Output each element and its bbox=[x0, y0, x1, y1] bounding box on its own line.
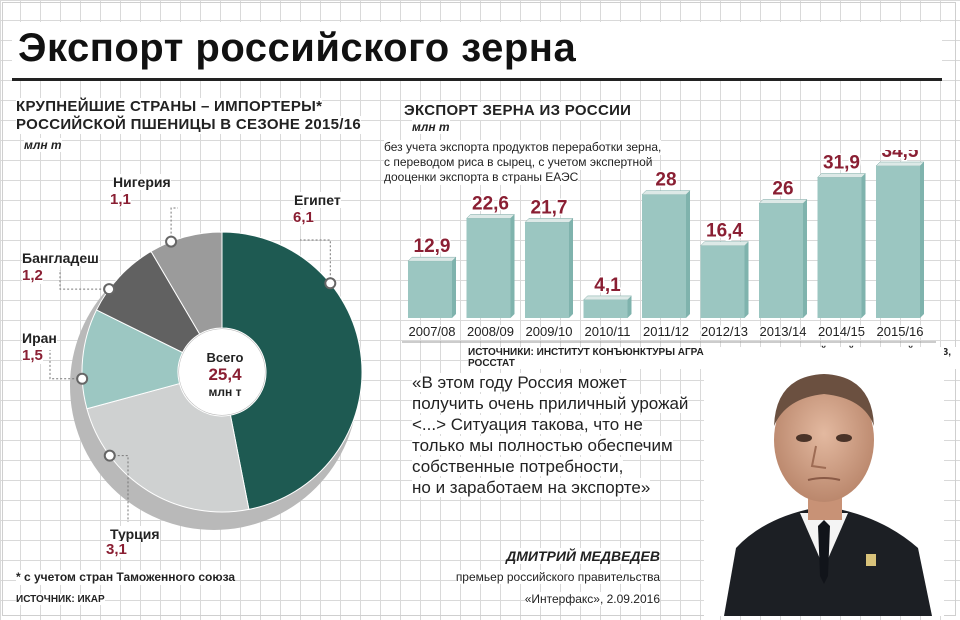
bar-category-label-1: 2008/09 bbox=[467, 324, 514, 339]
bar-value-label-5: 16,4 bbox=[706, 221, 743, 242]
quote-line3: <...> Ситуация такова, что не bbox=[412, 415, 643, 434]
value-iran: 1,5 bbox=[22, 347, 43, 364]
quote: «В этом году Россия может получить очень… bbox=[412, 372, 712, 498]
pie-title-line1: КРУПНЕЙШИЕ СТРАНЫ – ИМПОРТЕРЫ* bbox=[16, 98, 323, 116]
slice-marker-4 bbox=[165, 235, 178, 248]
bar-category-label-8: 2015/16 bbox=[877, 324, 924, 339]
bar-8 bbox=[876, 166, 920, 318]
bar-category-label-3: 2010/11 bbox=[584, 324, 630, 339]
slice-marker-2 bbox=[76, 372, 89, 385]
page-title: Экспорт российского зерна bbox=[18, 26, 577, 70]
bar-7 bbox=[817, 177, 862, 318]
bars-title: ЭКСПОРТ ЗЕРНА ИЗ РОССИИ bbox=[404, 102, 632, 120]
donut-hole bbox=[179, 329, 265, 415]
bar-2 bbox=[525, 222, 569, 318]
quote-author-role: премьер российского правительства bbox=[455, 570, 660, 584]
bar-5 bbox=[700, 245, 745, 318]
bars-unit: млн т bbox=[412, 120, 450, 134]
title-band bbox=[12, 22, 942, 81]
bar-category-label-4: 2011/12 bbox=[643, 324, 689, 339]
bar-category-label-5: 2012/13 bbox=[701, 324, 748, 339]
pie-footnote: * с учетом стран Таможенного союза bbox=[16, 570, 236, 585]
bar-top-1 bbox=[465, 214, 516, 219]
quote-line1: «В этом году Россия может bbox=[412, 373, 627, 392]
bars-note-line2: с переводом риса в сырец, с учетом экспе… bbox=[384, 155, 653, 170]
bar-value-label-0: 12,9 bbox=[414, 236, 451, 257]
bar-top-8 bbox=[875, 161, 925, 167]
bar-side-7 bbox=[861, 173, 866, 318]
bar-category-label-7: 2014/15 bbox=[818, 324, 865, 339]
pie-unit: млн т bbox=[24, 138, 62, 152]
bar-value-label-1: 22,6 bbox=[472, 193, 509, 214]
label-iran: Иран bbox=[22, 330, 57, 346]
leader-line-3 bbox=[59, 270, 110, 290]
quote-line2: получить очень приличный урожай bbox=[412, 394, 689, 413]
bar-top-0 bbox=[407, 256, 457, 262]
value-egypt: 6,1 bbox=[293, 209, 314, 226]
bar-4 bbox=[642, 194, 686, 318]
quote-line4: только мы полностью обеспечим bbox=[412, 436, 673, 455]
bar-category-label-2: 2009/10 bbox=[526, 324, 573, 339]
bar-value-label-7: 31,9 bbox=[823, 152, 860, 173]
slice-marker-1 bbox=[103, 449, 116, 462]
bar-top-6 bbox=[758, 199, 808, 204]
bar-top-7 bbox=[816, 173, 867, 178]
bar-0 bbox=[408, 261, 452, 318]
bar-value-label-6: 26 bbox=[772, 178, 793, 199]
bar-category-label-6: 2013/14 bbox=[760, 324, 807, 339]
bar-side-1 bbox=[510, 214, 515, 318]
bar-value-label-8: 34,5 bbox=[882, 150, 919, 162]
donut-center-unit: млн т bbox=[208, 385, 242, 399]
slice-marker-3 bbox=[103, 283, 116, 296]
leader-line-2 bbox=[49, 350, 83, 380]
bar-value-label-4: 28 bbox=[655, 170, 676, 191]
bar-side-2 bbox=[569, 218, 573, 318]
bar-6 bbox=[759, 203, 803, 318]
bar-value-label-3: 4,1 bbox=[594, 275, 621, 296]
quote-line6: но и заработаем на экспорте» bbox=[412, 478, 651, 497]
slice-marker-0 bbox=[324, 277, 337, 290]
label-egypt: Египет bbox=[294, 192, 341, 208]
bar-side-5 bbox=[744, 241, 749, 318]
bar-side-0 bbox=[452, 257, 456, 318]
label-bangladesh: Бангладеш bbox=[22, 250, 99, 266]
bar-value-label-2: 21,7 bbox=[531, 197, 568, 218]
bars-note-line3: дооценки экспорта в страны ЕАЭС bbox=[384, 170, 579, 185]
bar-side-4 bbox=[686, 190, 690, 318]
value-turkey: 3,1 bbox=[106, 541, 127, 558]
donut-center-label: Всего bbox=[206, 350, 244, 365]
bar-side-8 bbox=[920, 162, 924, 318]
leader-line-4 bbox=[170, 207, 178, 242]
bar-top-5 bbox=[699, 241, 750, 246]
pie-source: ИСТОЧНИК: ИКАР bbox=[16, 594, 105, 605]
pie-title-line2: РОССИЙСКОЙ ПШЕНИЦЫ В СЕЗОНЕ 2015/16 bbox=[16, 116, 362, 134]
bar-top-4 bbox=[641, 190, 691, 195]
bar-category-label-0: 2007/08 bbox=[409, 324, 456, 339]
donut-center: Всего 25,4 млн т bbox=[185, 350, 265, 399]
bar-side-6 bbox=[803, 199, 807, 318]
bar-chart: 12,9 2007/08 22,6 2008/09 21,7 2009/10 4,1 2010… bbox=[402, 150, 936, 343]
value-nigeria: 1,1 bbox=[110, 191, 131, 208]
donut-chart bbox=[49, 207, 363, 530]
value-bangladesh: 1,2 bbox=[22, 267, 43, 284]
bar-side-3 bbox=[627, 295, 632, 318]
donut-center-value: 25,4 bbox=[208, 365, 242, 384]
bar-top-2 bbox=[524, 218, 574, 223]
quote-author: ДМИТРИЙ МЕДВЕДЕВ bbox=[506, 548, 660, 564]
bar-3 bbox=[583, 299, 628, 318]
quote-source: «Интерфакс», 2.09.2016 bbox=[524, 592, 660, 606]
bars-note-line1: без учета экспорта продуктов переработки… bbox=[384, 140, 662, 155]
label-turkey: Турция bbox=[110, 526, 160, 542]
donut-slice-1 bbox=[86, 382, 250, 513]
quote-line5: собственные потребности, bbox=[412, 457, 624, 476]
donut-slice-0 bbox=[221, 231, 363, 510]
bar-1 bbox=[466, 218, 511, 318]
label-nigeria: Нигерия bbox=[113, 174, 171, 190]
bar-top-3 bbox=[582, 295, 633, 301]
portrait-photo bbox=[704, 348, 944, 616]
